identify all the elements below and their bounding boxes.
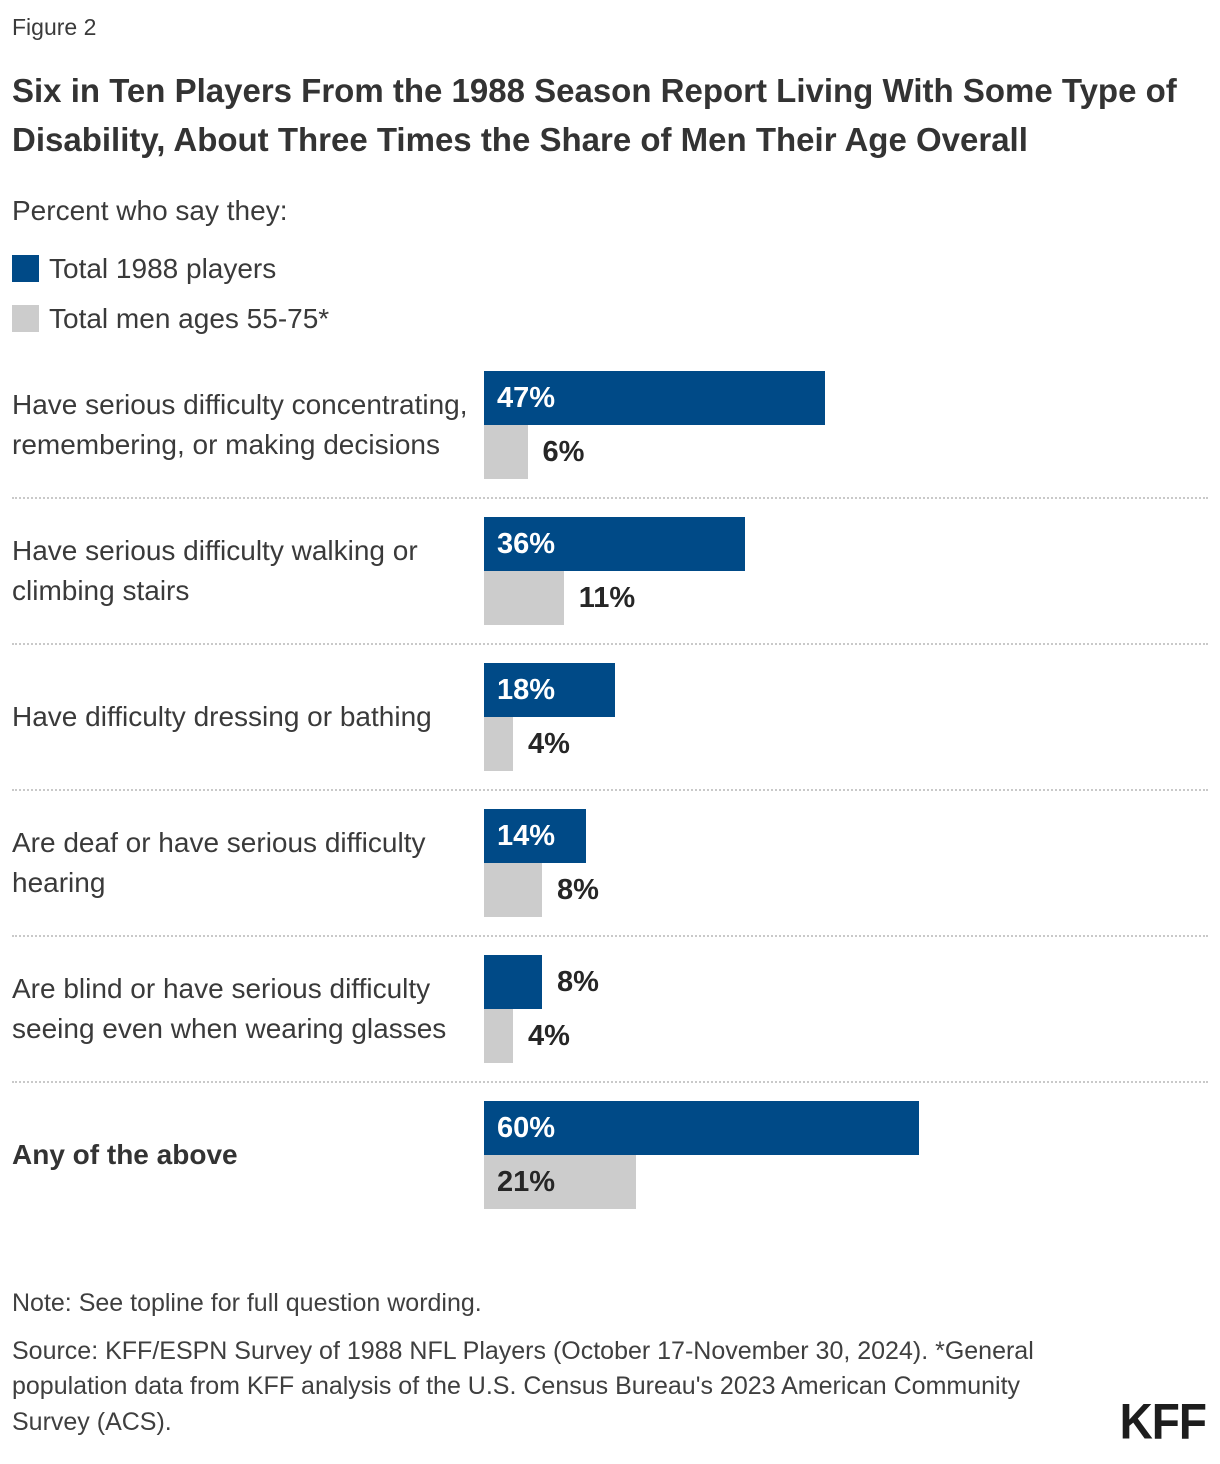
men-bar: 4% (484, 716, 570, 771)
bar-value-label: 18% (497, 673, 556, 706)
row-separator (12, 1080, 1208, 1083)
players-bar: 60% (484, 1100, 919, 1155)
bar-value-label: 36% (497, 527, 556, 560)
row-separator (12, 496, 1208, 499)
category-label: Have difficulty dressing or bathing (12, 700, 432, 732)
category-label: Any of the above (12, 1138, 238, 1170)
legend-swatch-icon (12, 305, 39, 333)
players-bar: 47% (484, 370, 825, 425)
bar-group: 36% 11% (484, 516, 1208, 625)
source-text: Source: KFF/ESPN Survey of 1988 NFL Play… (12, 1336, 1034, 1436)
men-bar: 11% (484, 570, 635, 625)
table-row: Have difficulty dressing or bathing 18% 4% (12, 645, 1208, 789)
men-bar: 4% (484, 1008, 570, 1063)
kff-logo: KFF (1119, 1392, 1207, 1450)
table-row: Have serious difficulty concentrating, r… (12, 353, 1208, 497)
note-text: Note: See topline for full question word… (12, 1288, 482, 1317)
bar-value-label: 47% (497, 381, 556, 414)
legend-swatch-icon (12, 255, 39, 283)
legend-label: Total 1988 players (49, 252, 277, 284)
row-separator (12, 934, 1208, 937)
bar-value-label: 11% (578, 581, 636, 614)
players-bar: 36% (484, 516, 745, 571)
row-separator (12, 788, 1208, 791)
page-title: Six in Ten Players From the 1988 Season … (12, 72, 1177, 158)
bar-group: 60% 21% (484, 1100, 1208, 1209)
table-row: Are deaf or have serious difficulty hear… (12, 791, 1208, 935)
category-label: Are blind or have serious difficulty see… (12, 972, 447, 1044)
men-bar: 6% (484, 424, 584, 479)
legend-item: Total 1988 players (12, 253, 1208, 285)
bar-value-label: 60% (497, 1111, 556, 1144)
category-label: Have serious difficulty concentrating, r… (12, 388, 468, 460)
figure-label: Figure 2 (12, 14, 97, 40)
legend-label: Total men ages 55-75* (49, 302, 330, 334)
players-bar: 18% (484, 662, 615, 717)
bar-group: 18% 4% (484, 662, 1208, 771)
bar-value-label: 8% (557, 965, 599, 998)
men-bar: 8% (484, 862, 599, 917)
bar-group: 8% 4% (484, 954, 1208, 1063)
legend-item: Total men ages 55-75* (12, 303, 1208, 335)
table-row: Are blind or have serious difficulty see… (12, 937, 1208, 1081)
bar-value-label: 4% (528, 727, 570, 760)
bar-value-label: 21% (497, 1165, 556, 1198)
bar-value-label: 8% (557, 873, 599, 906)
bar-value-label: 4% (528, 1019, 570, 1052)
table-row: Have serious difficulty walking or climb… (12, 499, 1208, 643)
category-label: Have serious difficulty walking or climb… (12, 534, 418, 606)
players-bar: 14% (484, 808, 586, 863)
bar-group: 14% 8% (484, 808, 1208, 917)
bar-group: 47% 6% (484, 370, 1208, 479)
chart-subtitle: Percent who say they: (12, 194, 288, 226)
chart-rows: Have serious difficulty concentrating, r… (12, 353, 1208, 1227)
row-separator (12, 642, 1208, 645)
bar-value-label: 14% (497, 819, 556, 852)
category-label: Are deaf or have serious difficulty hear… (12, 826, 426, 898)
legend: Total 1988 players Total men ages 55-75* (12, 253, 1208, 335)
table-row: Any of the above 60% 21% (12, 1083, 1208, 1227)
bar-value-label: 6% (542, 435, 585, 468)
players-bar: 8% (484, 954, 599, 1009)
men-bar: 21% (484, 1154, 637, 1209)
